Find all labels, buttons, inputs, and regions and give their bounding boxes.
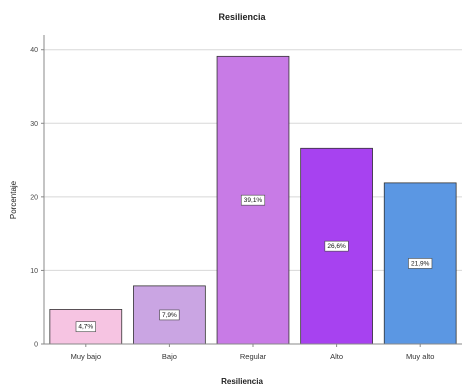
y-tick-label: 0: [34, 342, 38, 349]
y-tick-label: 30: [30, 121, 38, 128]
x-tick-label: Muy bajo: [71, 352, 101, 361]
data-labels: 4,7% 7,9% 39,1% 26,6% 21,9%: [75, 194, 433, 333]
y-tick-label: 40: [30, 47, 38, 54]
x-tick-label: Muy alto: [406, 352, 434, 361]
data-label-box: [408, 258, 433, 269]
x-ticks: Muy bajo Bajo Regular Alto Muy alto: [71, 344, 434, 361]
y-axis-label: Porcentaje: [9, 180, 18, 219]
data-label-box: [75, 321, 96, 333]
data-label-box: [324, 240, 349, 252]
data-label: 21,9%: [411, 260, 430, 267]
data-label: 7,9%: [162, 312, 177, 319]
data-label: 26,6%: [327, 243, 346, 250]
y-ticks: 0 10 20 30 40: [30, 47, 44, 349]
data-label-box: [159, 309, 180, 321]
data-label-box: [240, 194, 266, 206]
x-axis-label: Resiliencia: [221, 377, 263, 386]
chart-title: Resiliencia: [218, 12, 266, 22]
y-tick-label: 10: [30, 268, 38, 275]
x-tick-label: Bajo: [162, 352, 177, 361]
x-tick-label: Regular: [240, 352, 267, 361]
data-label: 4,7%: [78, 324, 93, 331]
data-label: 39,1%: [244, 197, 263, 204]
y-tick-label: 20: [30, 194, 38, 201]
x-tick-label: Alto: [330, 352, 343, 361]
